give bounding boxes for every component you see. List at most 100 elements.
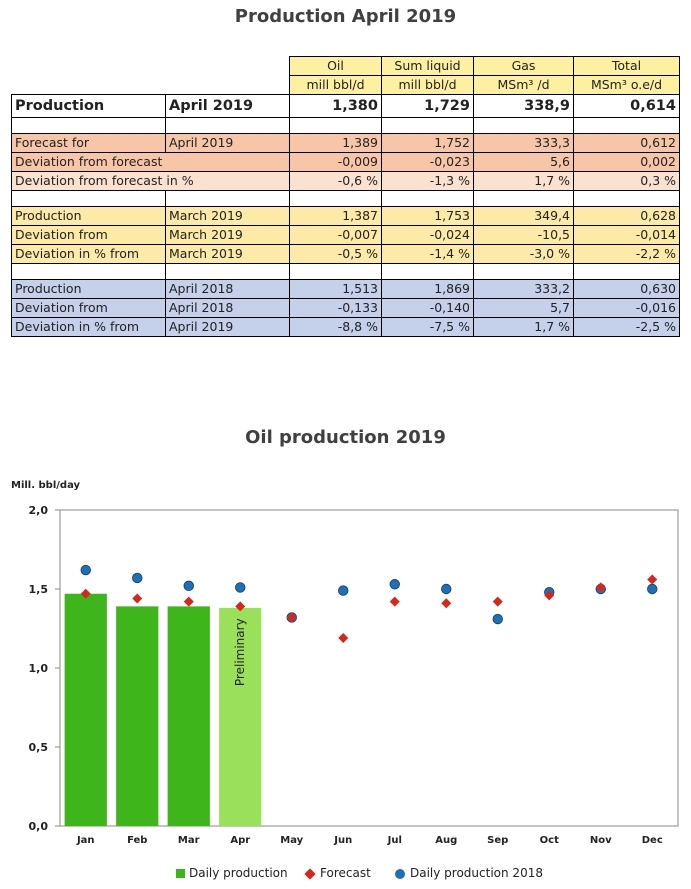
- point-forecast-jan: [80, 588, 91, 599]
- cell-sum-liquid: 1,729: [381, 94, 474, 118]
- x-tick-label: Sep: [487, 835, 508, 846]
- x-tick-label: Aug: [435, 835, 457, 846]
- y-tick-label: 1,0: [29, 662, 49, 675]
- cell-sum-liquid: 1,752: [381, 133, 474, 153]
- cell-total: -0,016: [573, 298, 680, 318]
- table-row-main: Production April 2019 1,380 1,729 338,9 …: [11, 94, 680, 118]
- legend-daily-production-2018: Daily production 2018: [395, 866, 543, 880]
- cell-oil: -0,007: [289, 225, 382, 245]
- cell-oil: -0,5 %: [289, 244, 382, 264]
- x-tick-label: Mar: [178, 835, 200, 846]
- point-2018-dec: [647, 583, 658, 595]
- table-row: Production April 2018 1,513 1,869 333,2 …: [11, 279, 680, 299]
- row-label: Deviation from forecast in %: [11, 171, 290, 191]
- point-forecast-oct: [544, 590, 555, 601]
- cell-gas: 5,6: [473, 152, 574, 172]
- row-period: April 2019: [165, 94, 290, 118]
- row-period: March 2019: [165, 244, 290, 264]
- cell-total: 0,3 %: [573, 171, 680, 191]
- point-2018-aug: [441, 583, 452, 595]
- cell-gas: -3,0 %: [473, 244, 574, 264]
- y-tick-label: 0,0: [29, 820, 49, 833]
- row-label: Production: [11, 206, 166, 226]
- point-2018-jul: [389, 579, 400, 590]
- cell-oil: -0,009: [289, 152, 382, 172]
- point-2018-jan: [80, 564, 91, 576]
- cell-total: 0,630: [573, 279, 680, 299]
- row-label: Deviation from: [11, 225, 166, 245]
- row-period: April 2018: [165, 298, 290, 318]
- cell-sum-liquid: -1,4 %: [381, 244, 474, 264]
- y-tick-label: 1,5: [29, 583, 49, 596]
- point-forecast-apr: [235, 601, 246, 612]
- point-forecast-sep: [492, 596, 503, 607]
- cell-sum-liquid: 1,753: [381, 206, 474, 226]
- cell-total: -0,014: [573, 225, 680, 245]
- row-period: March 2019: [165, 225, 290, 245]
- cell-oil: -8,8 %: [289, 317, 382, 337]
- y-tick-label: 2,0: [29, 504, 49, 517]
- cell-sum-liquid: 1,869: [381, 279, 474, 299]
- x-tick-label: Dec: [642, 835, 663, 846]
- cell-oil: 1,513: [289, 279, 382, 299]
- cell-total: -2,2 %: [573, 244, 680, 264]
- cell-oil: -0,6 %: [289, 171, 382, 191]
- bar-mar: [167, 606, 210, 826]
- cell-sum-liquid: -7,5 %: [381, 317, 474, 337]
- point-forecast-aug: [441, 598, 452, 609]
- green-square-icon: [176, 869, 185, 878]
- point-2018-feb: [132, 572, 143, 584]
- legend-daily-production: Daily production: [176, 866, 288, 880]
- x-tick-label: Oct: [540, 835, 559, 846]
- x-tick-label: Feb: [127, 835, 147, 846]
- y-tick-label: 0,5: [29, 741, 49, 754]
- cell-oil: 1,389: [289, 133, 382, 153]
- table-row: Deviation from March 2019 -0,007 -0,024 …: [11, 225, 680, 245]
- table-row: Production March 2019 1,387 1,753 349,4 …: [11, 206, 680, 226]
- cell-gas: -10,5: [473, 225, 574, 245]
- point-2018-jun: [338, 585, 349, 596]
- red-diamond-icon: [304, 867, 316, 880]
- table-row: Forecast for April 2019 1,389 1,752 333,…: [11, 133, 680, 153]
- table-row: Deviation in % from March 2019 -0,5 % -1…: [11, 244, 680, 264]
- unit-total: MSm³ o.e/d: [573, 75, 680, 95]
- point-forecast-feb: [132, 593, 143, 604]
- table-row: Deviation from forecast -0,009 -0,023 5,…: [11, 152, 680, 172]
- blue-circle-icon: [395, 868, 405, 879]
- preliminary-annotation: Preliminary: [233, 618, 247, 686]
- row-label: Production: [11, 279, 166, 299]
- point-forecast-may: [286, 612, 297, 623]
- bar-apr: [219, 607, 262, 826]
- cell-gas: 338,9: [473, 94, 574, 118]
- row-label: Deviation in % from: [11, 244, 166, 264]
- legend-label: Daily production: [189, 866, 288, 880]
- unit-sum-liquid: mill bbl/d: [381, 75, 474, 95]
- point-forecast-jul: [389, 596, 400, 607]
- point-2018-sep: [492, 613, 503, 625]
- chart-title: Oil production 2019: [245, 427, 446, 448]
- oil-production-chart: Mill. bbl/day 0,0 0,5 1,0 1,5 2,0 Preliminary J…: [11, 480, 679, 846]
- cell-total: 0,628: [573, 206, 680, 226]
- page-title: Production April 2019: [234, 6, 457, 27]
- row-period: April 2019: [165, 133, 290, 153]
- table-row: Deviation from April 2018 -0,133 -0,140 …: [11, 298, 680, 318]
- bar-feb: [116, 606, 159, 826]
- row-label: Deviation from forecast: [11, 152, 290, 172]
- row-label: Forecast for: [11, 133, 166, 153]
- point-forecast-dec: [647, 574, 658, 585]
- cell-sum-liquid: -0,140: [381, 298, 474, 318]
- cell-total: -2,5 %: [573, 317, 680, 337]
- cell-gas: 333,3: [473, 133, 574, 153]
- row-label: Deviation from: [11, 298, 166, 318]
- cell-gas: 349,4: [473, 206, 574, 226]
- header-gas: Gas: [473, 56, 574, 76]
- cell-sum-liquid: -0,023: [381, 152, 474, 172]
- cell-sum-liquid: -1,3 %: [381, 171, 474, 191]
- x-tick-label: Jan: [76, 835, 95, 846]
- point-forecast-nov: [595, 582, 606, 593]
- row-label: Production: [11, 94, 166, 118]
- row-period: April 2019: [165, 317, 290, 337]
- unit-oil: mill bbl/d: [289, 75, 382, 95]
- header-total: Total: [573, 56, 680, 76]
- table-row: Deviation from forecast in % -0,6 % -1,3…: [11, 171, 680, 191]
